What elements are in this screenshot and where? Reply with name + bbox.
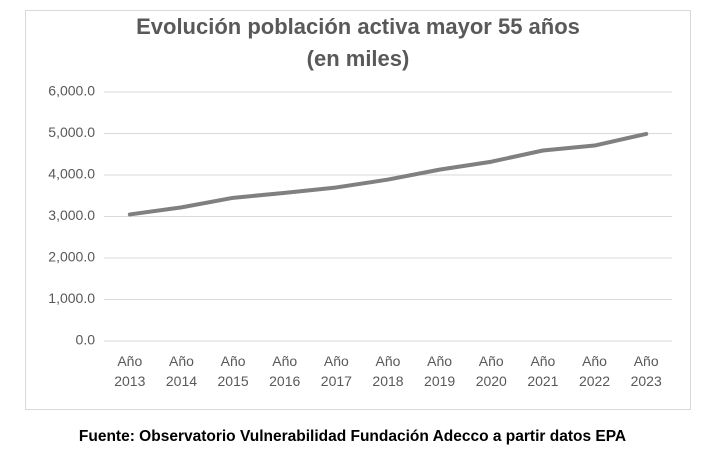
- x-tick-label: Año 2023: [630, 353, 662, 389]
- y-tick-label: 4,000.0: [48, 166, 95, 182]
- y-tick-label: 3,000.0: [48, 207, 95, 223]
- y-tick-label: 1,000.0: [48, 290, 95, 306]
- y-tick-label: 2,000.0: [48, 249, 95, 265]
- chart-title: Evolución población activa mayor 55 años: [136, 14, 580, 39]
- x-tick-label: Año 2018: [372, 353, 404, 389]
- y-tick-label: 6,000.0: [48, 83, 95, 99]
- chart-frame: [25, 10, 691, 410]
- x-tick-label: Año 2017: [320, 353, 352, 389]
- x-tick-label: Año 2021: [527, 353, 559, 389]
- x-tick-label: Año 2016: [269, 353, 301, 389]
- source-note: Fuente: Observatorio Vulnerabilidad Fund…: [78, 428, 627, 445]
- chart-subtitle: (en miles): [307, 46, 410, 71]
- x-tick-label: Año 2013: [114, 353, 146, 389]
- x-tick-label: Año 2014: [165, 353, 198, 389]
- x-tick-label: Año 2015: [217, 353, 249, 389]
- data-line: [127, 131, 649, 217]
- x-tick-label: Año 2022: [578, 353, 611, 389]
- y-tick-label: 5,000.0: [48, 124, 95, 140]
- y-tick-label: 0.0: [76, 332, 96, 348]
- x-tick-label: Año 2020: [475, 353, 507, 389]
- x-tick-label: Año 2019: [424, 353, 456, 389]
